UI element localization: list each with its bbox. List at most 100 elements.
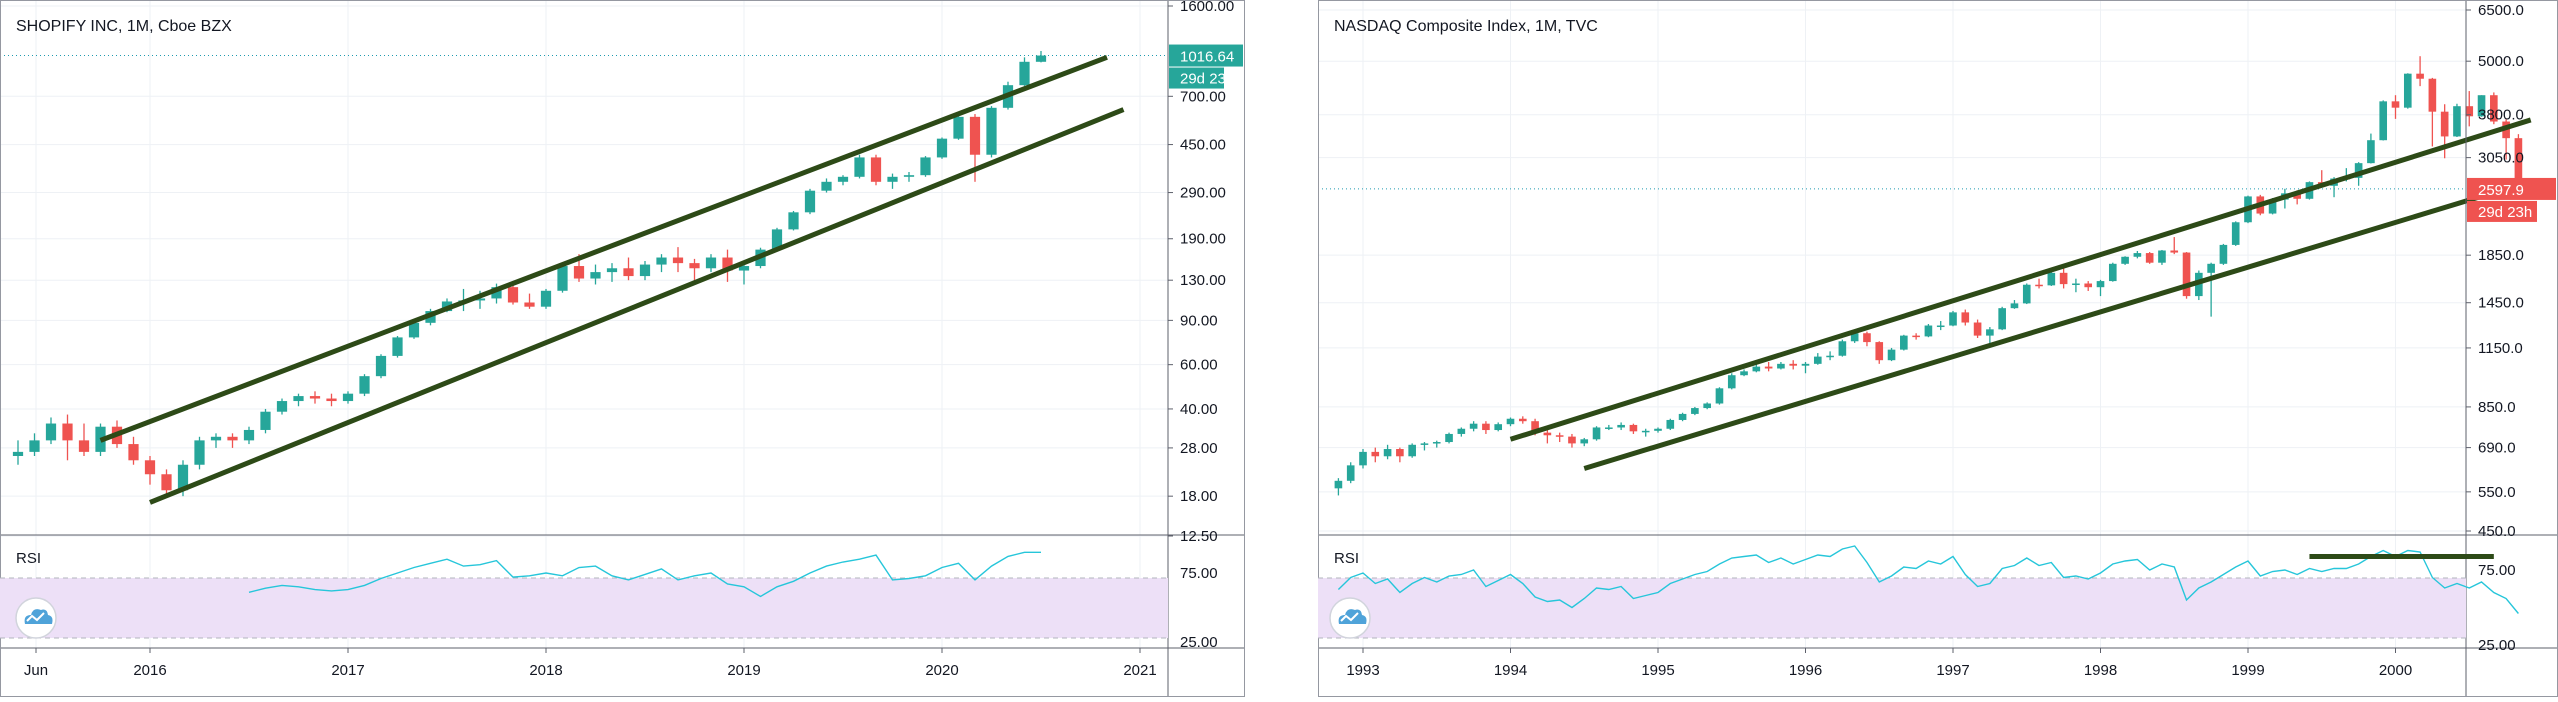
candle[interactable]	[2465, 91, 2474, 127]
candle[interactable]	[821, 178, 832, 193]
candle[interactable]	[1936, 321, 1945, 331]
candle[interactable]	[1752, 363, 1761, 373]
candle[interactable]	[29, 433, 40, 457]
candle[interactable]	[1678, 412, 1687, 422]
candle[interactable]	[953, 114, 964, 140]
candle[interactable]	[227, 433, 238, 448]
candle[interactable]	[2022, 283, 2031, 305]
candle[interactable]	[2145, 252, 2154, 264]
candle[interactable]	[1641, 428, 1650, 437]
candle[interactable]	[540, 288, 552, 309]
candle[interactable]	[689, 258, 700, 282]
nasdaq-chart-panel[interactable]: 6500.0 5000.0 3800.0 3050.0 1850.0 1450.0 1150…	[1318, 0, 2558, 697]
candle[interactable]	[1949, 310, 1957, 327]
candle[interactable]	[1838, 339, 1847, 357]
candle[interactable]	[837, 175, 849, 186]
candle[interactable]	[1469, 421, 1478, 432]
candle[interactable]	[2047, 271, 2056, 286]
candle[interactable]	[2182, 252, 2191, 299]
candle[interactable]	[1961, 309, 1970, 326]
candle[interactable]	[1019, 57, 1030, 86]
candle[interactable]	[2084, 281, 2093, 291]
candle[interactable]	[854, 154, 865, 179]
candle[interactable]	[1777, 362, 1785, 370]
candle[interactable]	[639, 260, 651, 281]
candle[interactable]	[1035, 50, 1047, 63]
candle[interactable]	[804, 188, 816, 215]
candle[interactable]	[2158, 249, 2166, 265]
candle[interactable]	[1924, 324, 1933, 338]
candle[interactable]	[1432, 440, 1441, 448]
candle[interactable]	[1346, 462, 1355, 484]
candle[interactable]	[2010, 300, 2019, 309]
candle[interactable]	[1408, 443, 1416, 458]
candle[interactable]	[557, 264, 568, 293]
candle[interactable]	[1887, 347, 1896, 362]
candle[interactable]	[243, 426, 255, 445]
candle[interactable]	[1826, 351, 1834, 361]
candle[interactable]	[1740, 369, 1748, 377]
candle[interactable]	[870, 154, 882, 186]
candle[interactable]	[194, 436, 205, 470]
candle[interactable]	[2403, 73, 2412, 109]
channel-line-lower[interactable]	[1583, 179, 2532, 471]
candle[interactable]	[1617, 422, 1625, 431]
candle[interactable]	[920, 156, 931, 177]
candle[interactable]	[309, 391, 321, 404]
candle[interactable]	[375, 354, 387, 379]
candle[interactable]	[2490, 92, 2498, 125]
candle[interactable]	[2170, 237, 2179, 255]
candle[interactable]	[392, 335, 403, 358]
tradingview-cloud-icon[interactable]	[1329, 597, 1371, 639]
candle[interactable]	[1973, 319, 1982, 339]
candle[interactable]	[590, 264, 601, 285]
candle[interactable]	[606, 263, 618, 282]
candle[interactable]	[738, 263, 750, 285]
candle[interactable]	[524, 293, 535, 309]
candle[interactable]	[128, 436, 139, 465]
candle[interactable]	[1494, 422, 1503, 432]
candle[interactable]	[276, 398, 288, 415]
candle[interactable]	[342, 391, 354, 404]
candle[interactable]	[2416, 56, 2424, 87]
candle[interactable]	[1813, 353, 1822, 365]
candle[interactable]	[326, 393, 337, 407]
candle[interactable]	[1875, 341, 1884, 364]
candle[interactable]	[623, 257, 634, 281]
candle[interactable]	[144, 456, 156, 485]
candle[interactable]	[293, 393, 304, 407]
candle[interactable]	[1543, 428, 1552, 444]
candle[interactable]	[210, 433, 222, 448]
candle[interactable]	[161, 469, 172, 497]
candle[interactable]	[1396, 447, 1404, 463]
candle[interactable]	[12, 440, 24, 465]
candle[interactable]	[1801, 362, 1810, 374]
candle[interactable]	[2391, 95, 2400, 119]
candle[interactable]	[1445, 432, 1453, 444]
candle[interactable]	[788, 210, 799, 231]
candle[interactable]	[2231, 221, 2240, 246]
candle[interactable]	[936, 137, 948, 159]
candle[interactable]	[1998, 306, 2006, 331]
candle[interactable]	[2428, 77, 2437, 147]
candle[interactable]	[2379, 100, 2388, 141]
candle[interactable]	[1506, 417, 1515, 427]
candle[interactable]	[1703, 402, 1711, 410]
channel-line-upper[interactable]	[1509, 117, 2532, 442]
candle[interactable]	[1420, 442, 1429, 451]
candle[interactable]	[2453, 103, 2461, 138]
candle[interactable]	[260, 408, 271, 434]
candle[interactable]	[887, 173, 898, 189]
candle[interactable]	[2367, 133, 2375, 164]
candle[interactable]	[78, 423, 90, 457]
candle[interactable]	[1789, 360, 1798, 370]
candle[interactable]	[1457, 427, 1466, 437]
candle[interactable]	[1863, 331, 1871, 347]
candle[interactable]	[1555, 432, 1564, 443]
candle[interactable]	[1764, 362, 1773, 372]
candle[interactable]	[722, 249, 733, 282]
candle[interactable]	[2207, 262, 2215, 317]
candle[interactable]	[1715, 387, 1724, 405]
candle[interactable]	[2477, 95, 2486, 117]
candle[interactable]	[2072, 278, 2080, 293]
